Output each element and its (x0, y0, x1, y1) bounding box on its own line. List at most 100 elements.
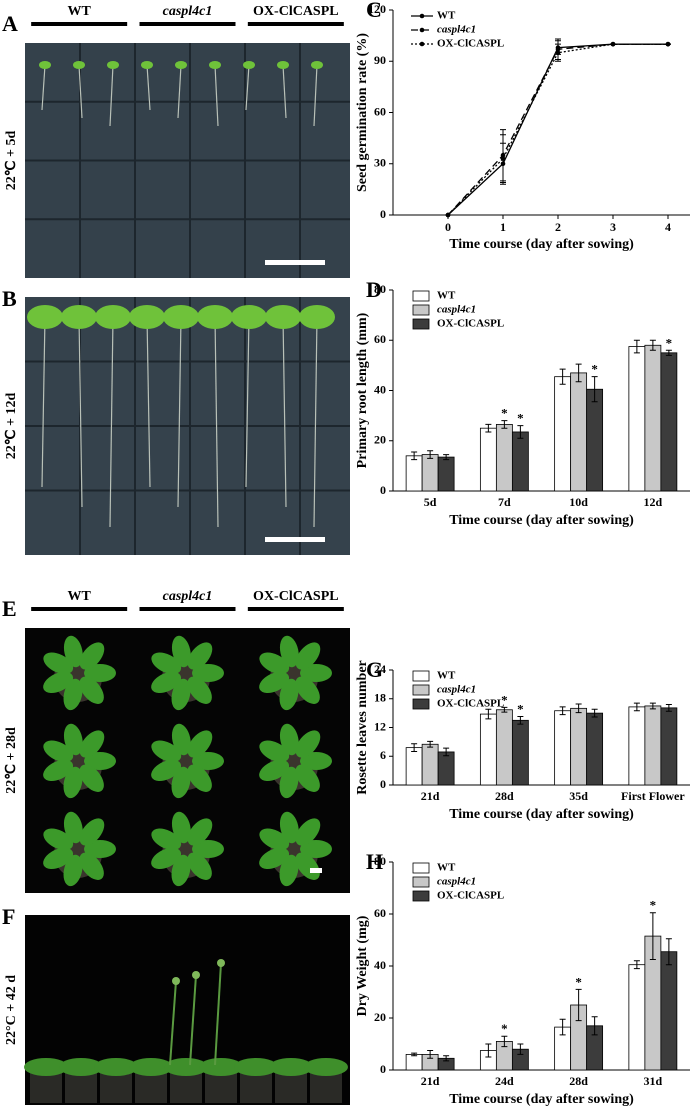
leaf (164, 1058, 208, 1076)
y-tick-label: 80 (374, 854, 386, 868)
legend-label: OX-ClCASPL (437, 698, 504, 710)
error-bar (591, 376, 598, 403)
flower (172, 977, 180, 985)
scale-bar (310, 868, 322, 873)
genotype-bar (139, 607, 236, 611)
error-bar (411, 1052, 418, 1057)
bar (570, 707, 588, 786)
pot (170, 1073, 202, 1103)
x-tick-label: 3 (610, 220, 616, 234)
leaf (187, 764, 212, 792)
root (41, 64, 46, 111)
root (313, 64, 318, 127)
genotype-bar (31, 22, 128, 26)
leaf (295, 764, 320, 792)
leaf (27, 305, 63, 329)
error-bar (501, 1035, 508, 1048)
leaf (265, 305, 301, 329)
leaf (295, 676, 320, 704)
leaf (79, 642, 105, 670)
error-bar (591, 1016, 598, 1036)
x-tick-label: 31d (644, 1074, 663, 1088)
scale-bar (265, 537, 325, 542)
bar (511, 431, 529, 492)
bar (628, 706, 646, 786)
leaf (295, 642, 321, 670)
pot (275, 1073, 307, 1103)
error-bar (517, 1043, 524, 1055)
genotype-bar (139, 22, 236, 26)
leaf (259, 828, 290, 851)
leaf (187, 642, 213, 670)
root (245, 316, 250, 488)
leaf (299, 305, 335, 329)
error-bar (517, 715, 524, 725)
panel-letter: C (366, 0, 382, 22)
root (41, 316, 46, 488)
leaf (300, 752, 332, 770)
bar (628, 964, 646, 1071)
leaf (171, 811, 191, 844)
legend-swatch (412, 318, 430, 330)
x-tick-label: 5d (424, 495, 437, 509)
panel-letter: D (366, 277, 382, 302)
legend-label: caspl4c1 (437, 876, 476, 888)
bar (437, 456, 455, 492)
error-bar (665, 349, 672, 356)
legend-label: caspl4c1 (437, 304, 476, 316)
bar (644, 705, 662, 786)
pot (135, 1073, 167, 1103)
bar (405, 1054, 423, 1071)
leaf (63, 766, 83, 799)
leaf (171, 854, 191, 887)
leaf (151, 652, 182, 675)
bar (511, 719, 529, 786)
genotype-bar (247, 22, 344, 26)
leaf (171, 678, 191, 711)
genotype-bar (31, 607, 128, 611)
y-tick-label: 120 (368, 2, 386, 16)
stem (214, 962, 222, 1066)
leaf (243, 61, 255, 69)
leaf (259, 652, 290, 675)
bar (405, 455, 423, 492)
leaf (295, 818, 321, 846)
leaf (192, 840, 224, 858)
error-bar (485, 708, 492, 720)
leaf (259, 740, 290, 763)
significance-mark: * (517, 701, 524, 716)
genotype-label: caspl4c1 (163, 4, 213, 19)
leaf (43, 740, 74, 763)
x-tick-label: 12d (644, 495, 663, 509)
bar (660, 707, 678, 786)
x-tick-label: 28d (495, 789, 514, 803)
condition-label: 22°C + 42 d (4, 975, 19, 1045)
panel-letter: A (2, 11, 18, 36)
leaf (84, 664, 116, 682)
y-tick-label: 60 (374, 332, 386, 346)
x-tick-label: First Flower (621, 789, 685, 803)
error-bar (649, 702, 656, 710)
point (555, 50, 561, 56)
panel-letter: F (2, 904, 15, 929)
significance-mark: * (501, 692, 508, 707)
x-tick-label: 21d (421, 1074, 440, 1088)
pot (65, 1073, 97, 1103)
leaf (277, 61, 289, 69)
genotype-label: WT (67, 589, 91, 604)
legend-label: OX-ClCASPL (437, 318, 504, 330)
error-bar (591, 708, 598, 718)
bar (479, 713, 497, 786)
series-line (447, 43, 668, 216)
pot (310, 1073, 342, 1103)
y-tick-label: 40 (374, 382, 386, 396)
error-bar (649, 339, 656, 351)
error-bar (443, 747, 450, 757)
leaf (84, 840, 116, 858)
leaf (234, 1058, 278, 1076)
leaf (197, 305, 233, 329)
error-bar (559, 368, 566, 385)
pot (205, 1073, 237, 1103)
x-tick-label: 24d (495, 1074, 514, 1088)
